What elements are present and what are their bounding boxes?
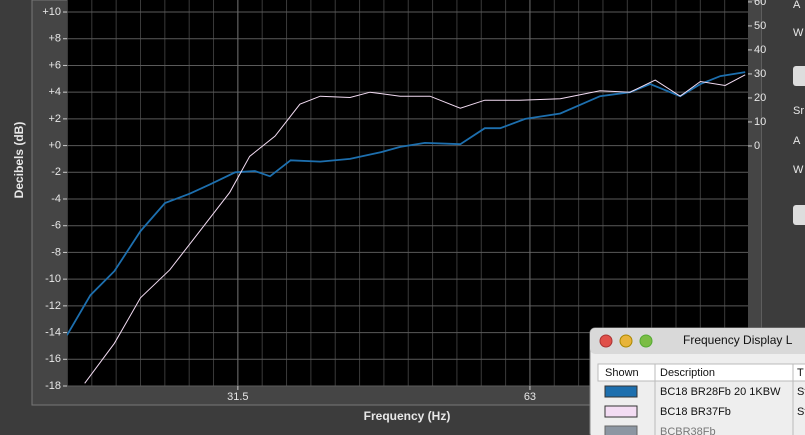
legend-label: BC18 BR28Fb 20 1KBW <box>660 386 781 398</box>
side-button[interactable] <box>793 66 805 86</box>
table-header <box>597 363 805 382</box>
minimize-button[interactable] <box>619 334 633 348</box>
y2-tick-label: 60 <box>754 0 766 8</box>
y2-tick-label: 40 <box>754 44 766 56</box>
legend-swatch <box>604 385 638 398</box>
title-bar <box>590 328 805 354</box>
y-tick-label: -14 <box>45 326 61 338</box>
side-label: Sr <box>793 105 804 117</box>
y-tick-label: +6 <box>48 59 61 71</box>
y-tick-label: +0 <box>48 139 61 151</box>
zoom-button[interactable] <box>639 334 653 348</box>
legend-swatch <box>604 405 638 418</box>
y2-tick-label: 30 <box>754 68 766 80</box>
column-header: T <box>797 367 804 379</box>
y-tick-label: -6 <box>51 220 61 232</box>
side-label: W <box>793 164 804 176</box>
series-line <box>84 74 746 384</box>
side-button[interactable] <box>793 205 805 225</box>
legend-label: BCBR38Fb <box>660 426 716 435</box>
y2-tick-label: 20 <box>754 92 766 104</box>
y-tick-label: +2 <box>48 113 61 125</box>
legend-swatch <box>604 425 638 435</box>
series-line <box>67 71 746 336</box>
y2-tick-label: 10 <box>754 116 766 128</box>
y-tick-label: -16 <box>45 353 61 365</box>
legend-label: BC18 BR37Fb <box>660 406 731 418</box>
y-tick-label: +4 <box>48 86 61 98</box>
side-label: W <box>793 27 804 39</box>
plot-area <box>67 0 748 386</box>
y-tick-label: -18 <box>45 380 61 392</box>
y2-tick-label: 0 <box>754 140 760 152</box>
column-header: Description <box>660 367 715 379</box>
y-axis-label: Decibels (dB) <box>12 122 26 199</box>
y-tick-label: -2 <box>51 166 61 178</box>
column-header: Shown <box>605 367 639 379</box>
side-panel-bg <box>762 0 805 330</box>
x-tick-label: 31.5 <box>227 391 248 403</box>
y-tick-label: -4 <box>51 193 61 205</box>
y-tick-label: -12 <box>45 300 61 312</box>
side-panel: A W Sr A W <box>762 0 805 330</box>
legend-window: Frequency Display L Shown Description T … <box>589 327 805 435</box>
side-label: A <box>793 135 801 147</box>
row-type: St <box>797 386 805 398</box>
row-type: St <box>797 406 805 418</box>
x-tick-label: 63 <box>524 391 536 403</box>
y-tick-label: +10 <box>42 6 61 18</box>
side-label: A <box>793 0 801 11</box>
close-button[interactable] <box>599 334 613 348</box>
y-tick-label: -8 <box>51 246 61 258</box>
y-tick-label: -10 <box>45 273 61 285</box>
y-tick-label: +8 <box>48 33 61 45</box>
window-title: Frequency Display L <box>683 333 793 347</box>
y2-tick-label: 50 <box>754 20 766 32</box>
x-axis-label: Frequency (Hz) <box>364 409 451 423</box>
